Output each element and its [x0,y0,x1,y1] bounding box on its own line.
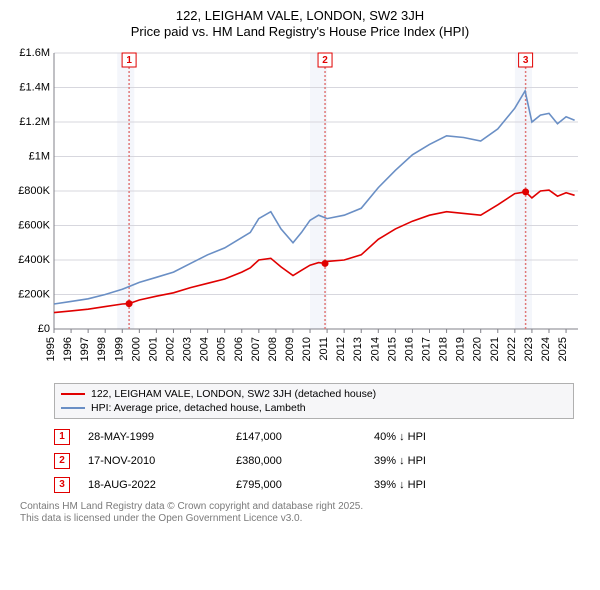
x-tick-label: 1995 [45,337,57,361]
event-date: 18-AUG-2022 [88,479,218,491]
legend: 122, LEIGHAM VALE, LONDON, SW2 3JH (deta… [54,383,574,419]
event-row: 2 17-NOV-2010 £380,000 39% ↓ HPI [54,449,574,473]
x-tick-label: 2020 [472,337,484,361]
x-tick-label: 2025 [557,337,569,361]
x-tick-label: 2010 [301,337,313,361]
x-tick-label: 2014 [369,337,381,361]
x-tick-label: 2016 [403,337,415,361]
svg-text:3: 3 [523,55,529,66]
event-marker-badge: 2 [318,53,332,67]
event-badge: 3 [54,477,70,493]
legend-item: HPI: Average price, detached house, Lamb… [61,401,567,415]
event-price: £380,000 [236,455,356,467]
svg-text:1: 1 [126,55,132,66]
event-marker-badge: 1 [122,53,136,67]
svg-text:2: 2 [322,55,328,66]
y-tick-label: £200K [18,288,50,300]
footer-attribution: Contains HM Land Registry data © Crown c… [20,501,590,526]
x-tick-label: 2006 [233,337,245,361]
legend-item: 122, LEIGHAM VALE, LONDON, SW2 3JH (deta… [61,387,567,401]
x-tick-label: 2009 [284,337,296,361]
x-tick-label: 1998 [96,337,108,361]
y-tick-label: £1.2M [19,115,50,127]
chart-area: £0 £200K £400K £600K £800K £1M £1.2M £1.4M £1.6M… [10,47,590,377]
x-tick-label: 2004 [199,337,211,361]
x-tick-label: 2007 [250,337,262,361]
x-tick-label: 2008 [267,337,279,361]
event-diff: 39% ↓ HPI [374,455,494,467]
event-badge: 2 [54,453,70,469]
x-tick-label: 2013 [352,337,364,361]
x-tick-label: 2000 [130,337,142,361]
x-tick-label: 2011 [318,337,330,361]
x-tick-label: 1999 [113,337,125,361]
footer-line1: Contains HM Land Registry data © Crown c… [20,501,590,514]
event-marker-badge: 3 [519,53,533,67]
chart-title-line1: 122, LEIGHAM VALE, LONDON, SW2 3JH [10,8,590,24]
legend-label: 122, LEIGHAM VALE, LONDON, SW2 3JH (deta… [91,387,376,401]
x-tick-label: 2022 [506,337,518,361]
footer-line2: This data is licensed under the Open Gov… [20,513,590,526]
x-tick-label: 2024 [540,337,552,361]
event-row: 3 18-AUG-2022 £795,000 39% ↓ HPI [54,473,574,497]
x-tick-label: 2023 [523,337,535,361]
event-badge: 1 [54,429,70,445]
y-tick-label: £1.6M [19,47,50,59]
y-tick-label: £1.4M [19,81,50,93]
line-chart-svg: £0 £200K £400K £600K £800K £1M £1.2M £1.4M £1.6M… [10,47,590,377]
y-tick-label: £800K [18,184,50,196]
x-tick-label: 2019 [455,337,467,361]
event-row: 1 28-MAY-1999 £147,000 40% ↓ HPI [54,425,574,449]
x-tick-label: 2005 [216,337,228,361]
event-price: £795,000 [236,479,356,491]
x-tick-label: 2015 [386,337,398,361]
event-diff: 40% ↓ HPI [374,431,494,443]
x-tick-label: 2001 [147,337,159,361]
x-tick-label: 1996 [62,337,74,361]
legend-label: HPI: Average price, detached house, Lamb… [91,401,306,415]
y-tick-label: £400K [18,253,50,265]
x-tick-label: 2021 [489,337,501,361]
y-tick-label: £0 [38,322,50,334]
x-tick-label: 2003 [182,337,194,361]
chart-subtitle-line2: Price paid vs. HM Land Registry's House … [10,24,590,40]
events-table: 1 28-MAY-1999 £147,000 40% ↓ HPI 2 17-NOV-201… [54,425,574,497]
x-tick-label: 1997 [79,337,91,361]
x-tick-label: 2002 [164,337,176,361]
legend-swatch [61,393,85,395]
x-tick-label: 2012 [335,337,347,361]
y-tick-label: £600K [18,219,50,231]
event-diff: 39% ↓ HPI [374,479,494,491]
x-tick-label: 2018 [438,337,450,361]
event-date: 28-MAY-1999 [88,431,218,443]
event-price: £147,000 [236,431,356,443]
y-tick-label: £1M [29,150,50,162]
event-date: 17-NOV-2010 [88,455,218,467]
x-tick-label: 2017 [421,337,433,361]
legend-swatch [61,407,85,409]
